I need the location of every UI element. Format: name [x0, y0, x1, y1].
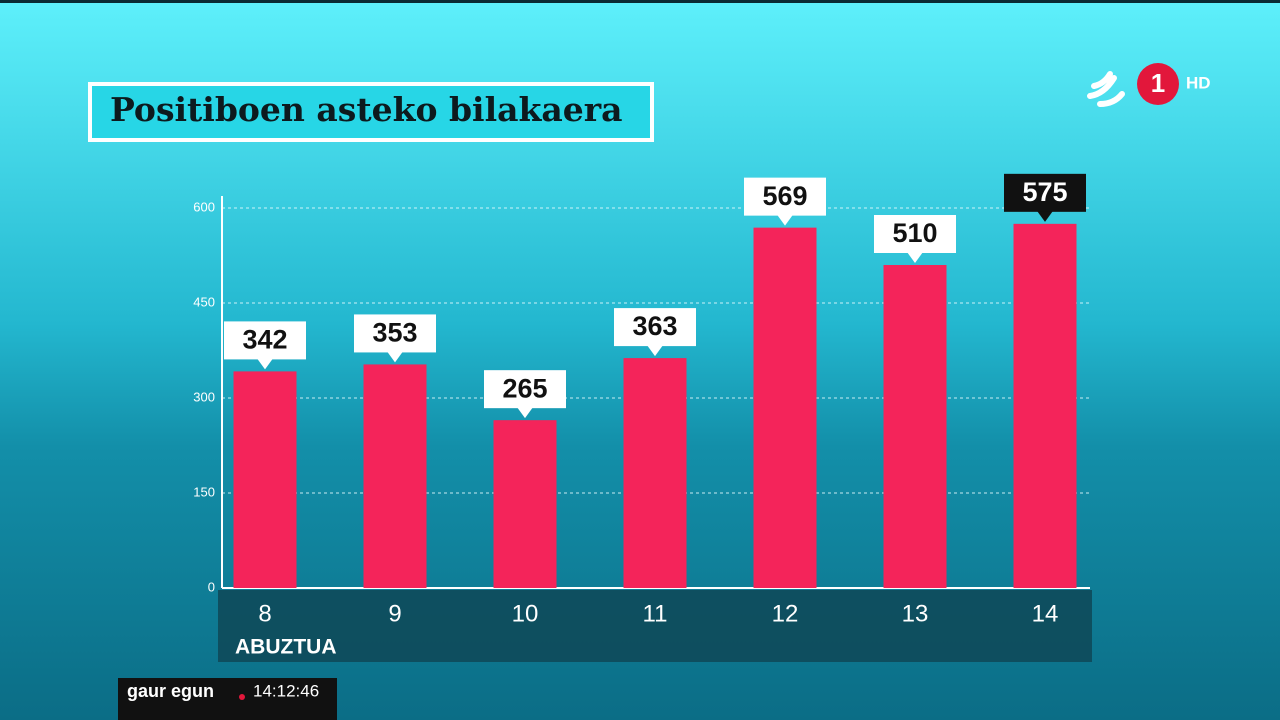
value-label: 342	[242, 325, 287, 355]
value-label-pointer	[517, 407, 533, 419]
value-label-box	[354, 314, 436, 353]
value-label-pointer	[257, 358, 273, 370]
bar	[623, 358, 687, 588]
value-label-box	[614, 308, 696, 347]
ticker-dot	[239, 694, 245, 700]
value-label: 363	[632, 311, 677, 341]
value-label-pointer	[1037, 210, 1053, 222]
y-tick-label: 0	[208, 579, 215, 594]
category-band	[218, 590, 1092, 662]
logo-circle	[1137, 63, 1179, 105]
channel-logo: 1 HD	[1087, 63, 1211, 107]
bar	[753, 227, 817, 588]
bar	[493, 420, 557, 588]
x-tick-label: 13	[902, 600, 929, 627]
value-label: 265	[502, 373, 547, 403]
value-label-pointer	[777, 214, 793, 226]
top-edge	[0, 0, 1280, 3]
x-tick-label: 12	[772, 600, 799, 627]
value-label: 569	[762, 181, 807, 211]
value-label-pointer	[647, 345, 663, 357]
x-tick-label: 8	[258, 600, 271, 627]
x-tick-label: 9	[388, 600, 401, 627]
program-name: gaur egun	[127, 681, 214, 701]
value-label-box	[1004, 173, 1086, 212]
value-label: 510	[892, 218, 937, 248]
x-tick-label: 11	[643, 600, 668, 627]
title-box	[88, 82, 654, 142]
value-label: 575	[1022, 177, 1067, 207]
x-tick-label: 14	[1032, 600, 1059, 627]
value-label-box	[874, 215, 956, 253]
channel-number: 1	[1151, 68, 1165, 98]
clock: 14:12:46	[253, 681, 319, 700]
y-tick-label: 300	[193, 389, 215, 404]
bar	[233, 371, 297, 588]
value-label-box	[484, 370, 566, 409]
bar	[363, 364, 427, 588]
hd-badge: HD	[1186, 73, 1211, 92]
x-axis-label: ABUZTUA	[235, 636, 336, 659]
bar	[1013, 223, 1077, 589]
logo-mark	[1087, 71, 1125, 107]
x-tick-label: 10	[512, 600, 539, 627]
chart-title: Positiboen asteko bilakaera	[110, 90, 623, 129]
y-tick-label: 600	[193, 199, 215, 214]
bar	[883, 265, 947, 588]
value-label-pointer	[907, 252, 923, 263]
value-label: 353	[372, 318, 417, 348]
ticker-box	[118, 678, 337, 720]
ticker: gaur egun 14:12:46	[118, 678, 337, 720]
value-label-pointer	[387, 351, 403, 363]
value-label-box	[224, 321, 306, 360]
y-tick-label: 150	[193, 484, 215, 499]
value-label-box	[744, 177, 826, 216]
y-tick-label: 450	[193, 294, 215, 309]
